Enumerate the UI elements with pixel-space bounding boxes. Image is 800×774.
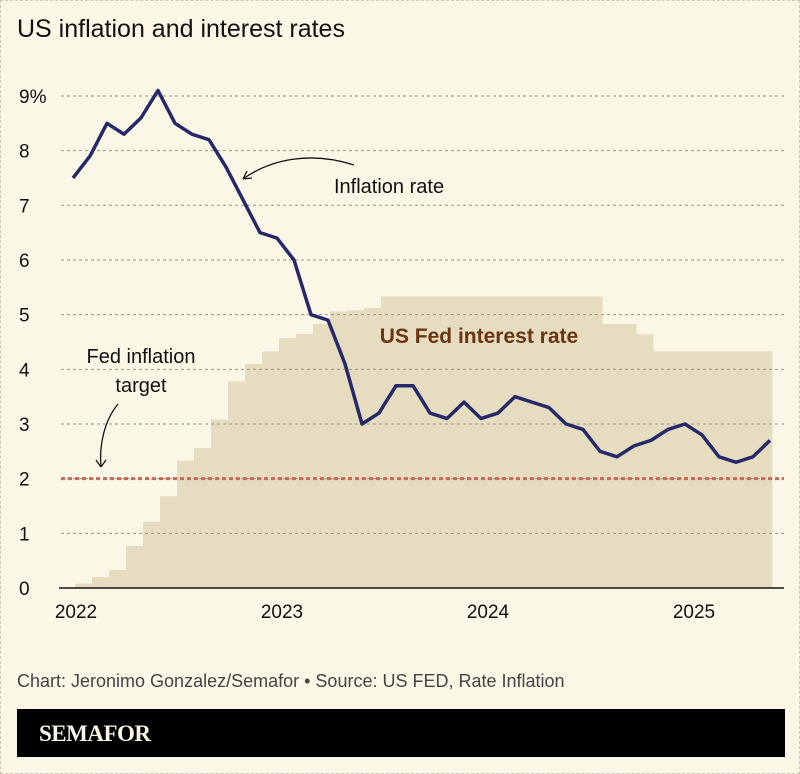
- chart-title: US inflation and interest rates: [17, 15, 345, 43]
- fed-rate-bar: [194, 448, 212, 588]
- y-tick-label: 9%: [19, 87, 47, 108]
- target-arrow-icon: [99, 403, 119, 468]
- brand-bar: SEMAFOR: [17, 709, 785, 757]
- y-tick-label: 5: [19, 306, 30, 327]
- inflation-label: Inflation rate: [334, 176, 444, 198]
- fed-rate-bar: [160, 496, 178, 588]
- fed-rate-bar: [653, 351, 671, 588]
- fed-rate-bar: [75, 583, 93, 588]
- fed-rate-bar: [670, 351, 688, 588]
- fed-rate-bar: [245, 363, 263, 588]
- x-tick-label: 2023: [261, 602, 303, 623]
- fed-rate-bar: [364, 308, 382, 588]
- fed-rate-label: US Fed interest rate: [380, 325, 578, 348]
- x-tick-label: 2022: [55, 602, 97, 623]
- fed-rate-bar: [279, 338, 297, 588]
- x-tick-label: 2024: [467, 602, 510, 623]
- x-tick-label: 2025: [673, 602, 715, 623]
- fed-rate-bar: [211, 419, 229, 588]
- inflation-arrow-icon: [242, 157, 355, 180]
- y-tick-label: 8: [19, 142, 30, 163]
- fed-rate-bar: [687, 351, 705, 588]
- fed-rate-bar: [262, 351, 280, 588]
- y-tick-label: 4: [19, 360, 30, 381]
- fed-rate-bar: [704, 351, 722, 588]
- fed-rate-bar: [109, 569, 127, 588]
- fed-rate-bar: [92, 577, 110, 588]
- y-tick-label: 0: [19, 579, 30, 600]
- y-tick-label: 2: [19, 470, 30, 491]
- fed-rate-bar: [738, 351, 756, 588]
- y-tick-label: 1: [19, 524, 30, 545]
- y-tick-label: 7: [19, 196, 30, 217]
- fed-rate-bar: [330, 311, 348, 588]
- fed-rate-bar: [347, 310, 365, 588]
- chart-credit: Chart: Jeronimo Gonzalez/Semafor • Sourc…: [17, 671, 565, 691]
- fed-rate-bar: [177, 460, 195, 588]
- target-label-line2: target: [115, 375, 167, 397]
- fed-rate-bar: [619, 323, 637, 588]
- fed-rate-bar: [126, 545, 144, 588]
- arrowhead-icon: [95, 459, 107, 468]
- fed-rate-bar: [313, 323, 331, 588]
- y-tick-label: 3: [19, 415, 30, 436]
- inflation-line: [71, 88, 772, 465]
- fed-rate-bar: [755, 351, 773, 588]
- y-tick-label: 6: [19, 251, 30, 272]
- arrowhead-icon: [242, 170, 253, 180]
- target-label-line1: Fed inflation: [87, 346, 196, 368]
- fed-rate-bar: [228, 381, 246, 588]
- fed-rate-bar: [143, 521, 161, 588]
- fed-rate-bar: [296, 333, 314, 588]
- fed-rate-bar: [636, 334, 654, 588]
- fed-rate-bar: [721, 351, 739, 588]
- semafor-logo: SEMAFOR: [39, 721, 151, 746]
